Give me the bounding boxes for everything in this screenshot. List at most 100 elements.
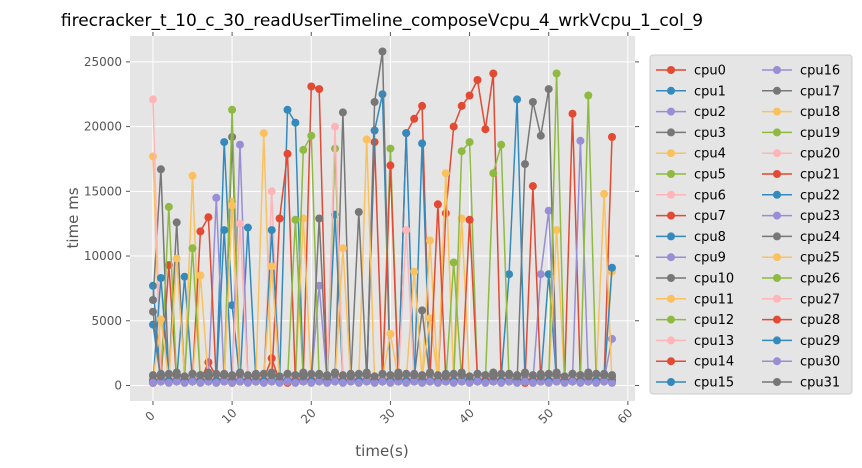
data-point-cpu31 [172,371,181,380]
data-point-cpu12 [188,244,197,253]
legend-label: cpu3 [694,126,726,141]
legend-marker [773,170,781,178]
legend-item-cpu19: cpu19 [762,126,840,141]
data-point-cpu31 [283,369,292,378]
data-point-cpu30 [592,378,601,387]
legend-label: cpu9 [694,251,726,266]
data-point-cpu31 [394,372,403,381]
data-point-cpu31 [560,372,569,381]
data-point-cpu30 [307,378,316,387]
legend-item-cpu23: cpu23 [762,209,840,224]
legend-label: cpu12 [694,313,734,328]
data-point-cpu30 [212,378,221,387]
data-point-cpu31 [457,371,466,380]
data-point-cpu0 [410,114,419,123]
legend-label: cpu7 [694,209,726,224]
data-point-cpu31 [528,371,537,380]
data-point-cpu31 [315,371,324,380]
y-tick-label: 10000 [84,249,122,263]
data-point-cpu31 [568,369,577,378]
legend-marker [667,190,675,199]
series-cpu30 [149,377,616,387]
data-point-cpu30 [544,378,553,387]
data-point-cpu10 [418,306,427,315]
data-point-cpu4 [600,189,609,198]
data-point-cpu30 [354,378,363,387]
data-point-cpu3 [536,131,545,140]
legend-label: cpu17 [800,84,840,99]
data-point-cpu30 [362,377,371,386]
legend-marker [667,170,675,178]
data-point-cpu2 [608,334,616,343]
data-point-cpu3 [521,160,529,169]
data-point-cpu15 [608,263,616,272]
legend-label: cpu1 [694,84,726,99]
y-tick-label: 20000 [84,120,122,134]
data-point-cpu30 [338,378,347,387]
legend-label: cpu26 [800,272,840,287]
data-point-cpu31 [346,372,355,381]
data-point-cpu6 [149,95,157,104]
data-point-cpu30 [560,378,569,387]
data-point-cpu5 [164,202,173,211]
data-point-cpu10 [315,214,324,223]
data-point-cpu30 [275,378,284,387]
legend-label: cpu14 [694,355,734,370]
data-point-cpu31 [323,372,332,381]
data-point-cpu30 [172,377,181,386]
data-point-cpu5 [465,138,474,147]
legend-box [649,54,853,395]
data-point-cpu30 [370,378,379,387]
data-point-cpu30 [600,377,609,386]
legend-item-cpu1: cpu1 [656,84,726,99]
x-tick-label: 0 [142,409,157,424]
data-point-cpu31 [386,371,395,380]
data-point-cpu31 [299,372,308,381]
legend-marker [667,211,675,220]
legend-item-cpu2: cpu2 [656,105,726,120]
data-point-cpu30 [180,378,189,387]
legend-item-cpu4: cpu4 [656,147,726,162]
data-point-cpu8 [156,274,165,282]
data-point-cpu30 [378,377,387,386]
legend-item-cpu8: cpu8 [656,230,726,245]
legend-label: cpu6 [694,188,726,203]
data-point-cpu12 [449,258,458,267]
data-point-cpu7 [196,227,205,236]
data-point-cpu0 [441,209,450,218]
data-point-cpu31 [497,369,506,378]
data-point-cpu1 [378,90,387,99]
data-point-cpu30 [386,378,395,387]
legend-item-cpu26: cpu26 [762,272,840,287]
data-point-cpu30 [457,377,466,386]
data-point-cpu4 [362,135,371,144]
data-point-cpu17 [149,307,157,316]
y-tick-label: 5000 [91,314,122,328]
data-point-cpu30 [267,377,276,386]
legend-marker [773,66,781,74]
data-point-cpu0 [418,101,427,110]
legend-marker [773,211,781,220]
data-point-cpu0 [465,91,474,100]
data-point-cpu8 [220,226,229,235]
data-point-cpu5 [228,105,237,114]
data-point-cpu30 [228,378,237,387]
data-point-cpu0 [489,69,498,78]
legend-marker [773,274,781,282]
data-point-cpu31 [473,369,482,378]
legend-marker [667,128,675,137]
data-point-cpu1 [180,272,189,281]
legend-marker [667,149,675,158]
legend-marker [667,274,675,282]
legend-marker [773,232,781,241]
series-cpu31 [149,369,616,381]
legend-item-cpu27: cpu27 [762,292,840,307]
data-point-cpu31 [212,369,221,378]
data-point-cpu30 [196,378,205,387]
legend-item-cpu16: cpu16 [762,64,840,79]
legend-marker [667,107,675,116]
data-point-cpu30 [410,377,419,386]
legend-marker [667,357,675,366]
legend-marker [773,294,781,303]
